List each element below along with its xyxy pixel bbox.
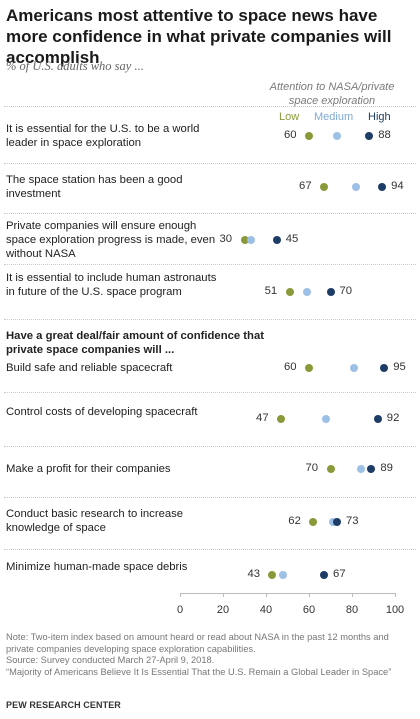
data-label-high: 94: [391, 180, 404, 192]
row-divider: [4, 549, 416, 550]
data-point-medium: [332, 132, 341, 140]
data-point-high: [380, 364, 389, 372]
x-axis-tick-label: 40: [259, 604, 273, 616]
data-point-low: [268, 571, 277, 579]
note-text: Note: Two-item index based on amount hea…: [6, 632, 389, 654]
x-axis-tick: [223, 593, 224, 597]
data-label-low: 30: [219, 233, 233, 245]
data-point-medium: [322, 415, 331, 423]
row-divider: [4, 446, 416, 447]
data-point-low: [285, 288, 294, 296]
chart-title: Americans most attentive to space news h…: [6, 6, 392, 67]
data-point-low: [309, 518, 318, 526]
row-divider: [4, 497, 416, 498]
data-point-high: [365, 132, 374, 140]
data-point-high: [373, 415, 382, 423]
data-point-low: [305, 132, 313, 140]
x-axis-tick: [352, 593, 353, 597]
row-label: Private companies will ensure enough spa…: [6, 220, 216, 260]
row-divider: [4, 264, 416, 265]
data-point-high: [326, 288, 335, 296]
data-label-high: 89: [380, 462, 393, 474]
data-point-medium: [302, 288, 311, 296]
row-divider: [4, 106, 416, 107]
chart-subtitle: % of U.S. adults who say ...: [6, 59, 144, 73]
x-axis-line: [180, 593, 395, 594]
data-point-low: [277, 415, 286, 423]
data-point-low: [240, 236, 249, 244]
row-label: Build safe and reliable spacecraft: [6, 362, 173, 374]
data-label-low: 67: [299, 180, 312, 192]
data-label-low: 43: [247, 568, 261, 580]
row-label: The space station has been a good invest…: [6, 174, 183, 200]
data-point-high: [320, 571, 329, 579]
data-point-high: [332, 518, 341, 526]
data-point-high: [272, 236, 281, 244]
row-divider: [4, 213, 416, 214]
data-point-medium: [246, 236, 255, 244]
data-label-low: 51: [264, 285, 278, 297]
footnote: Note: Two-item index based on amount hea…: [6, 632, 418, 678]
row-divider: [4, 163, 416, 164]
brand-label: PEW RESEARCH CENTER: [6, 700, 121, 710]
data-point-medium: [350, 364, 359, 372]
data-point-medium: [352, 183, 361, 191]
data-label-low: 62: [288, 515, 301, 527]
data-label-low: 47: [256, 412, 269, 424]
data-label-high: 92: [386, 412, 400, 424]
x-axis-tick: [180, 593, 181, 597]
data-point-low: [320, 183, 329, 191]
data-point-low: [305, 364, 313, 372]
data-label-low: 70: [305, 462, 319, 474]
data-point-medium: [328, 518, 337, 526]
report-title: “Majority of Americans Believe It Is Ess…: [6, 666, 392, 677]
section-heading: Have a great deal/fair amount of confide…: [6, 330, 265, 356]
data-point-high: [378, 183, 387, 191]
row-divider: [4, 319, 416, 320]
row-label: Control costs of developing spacecraft: [6, 406, 198, 418]
data-point-medium: [356, 465, 365, 473]
data-label-high: 70: [339, 285, 353, 297]
legend-high: High: [368, 111, 391, 123]
x-axis-tick: [266, 593, 267, 597]
row-divider: [4, 392, 416, 393]
x-axis-tick-label: 0: [176, 604, 184, 616]
row-label: Conduct basic research to increase knowl…: [6, 508, 184, 534]
data-label-low: 60: [284, 361, 297, 373]
data-label-low: 60: [284, 129, 297, 141]
x-axis-tick-label: 20: [216, 604, 230, 616]
legend-medium: Medium: [314, 111, 354, 123]
row-label: It is essential for the U.S. to be a wor…: [6, 123, 200, 149]
legend-title: Attention to NASA/private space explorat…: [269, 81, 395, 107]
row-label: Minimize human-made space debris: [6, 561, 188, 573]
data-label-high: 73: [345, 515, 359, 527]
x-axis-tick: [309, 593, 310, 597]
data-point-medium: [279, 571, 288, 579]
row-label: It is essential to include human astrona…: [6, 272, 217, 298]
x-axis-tick-label: 60: [302, 604, 316, 616]
x-axis-tick: [395, 593, 396, 597]
data-label-high: 88: [378, 129, 391, 141]
source-text: Source: Survey conducted March 27-April …: [6, 655, 215, 665]
x-axis-tick-label: 100: [385, 604, 405, 616]
x-axis-tick-label: 80: [345, 604, 359, 616]
data-label-high: 67: [333, 568, 346, 580]
data-point-low: [326, 465, 335, 473]
data-point-high: [367, 465, 376, 473]
data-label-high: 95: [393, 361, 406, 373]
row-label: Make a profit for their companies: [6, 463, 171, 475]
data-label-high: 45: [285, 233, 299, 245]
legend-low: Low: [279, 111, 300, 123]
